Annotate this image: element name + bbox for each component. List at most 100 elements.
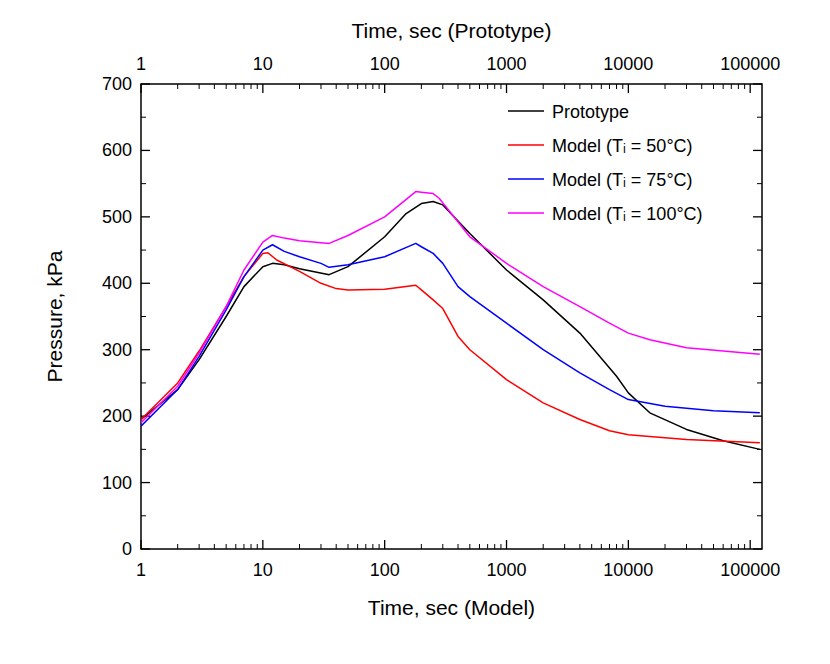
x-minor-tick [665, 544, 666, 549]
x2-tick-label: 10 [253, 54, 273, 74]
y-tick-right [753, 548, 762, 549]
series-line [141, 202, 760, 450]
x-minor-tick [601, 544, 602, 549]
x2-minor-tick [665, 84, 666, 89]
x-minor-tick [744, 544, 745, 549]
x2-minor-tick [609, 84, 610, 89]
x-minor-tick [686, 544, 687, 549]
y-tick-label: 400 [102, 273, 132, 293]
y-tick-label: 500 [102, 207, 132, 227]
x2-minor-tick [372, 84, 373, 89]
x2-tick [506, 84, 507, 93]
x-axis-label: Time, sec (Model) [368, 596, 535, 619]
x-minor-tick [251, 544, 252, 549]
legend-swatch [508, 110, 544, 112]
y-minor-tick [141, 515, 146, 516]
x2-minor-tick [257, 84, 258, 89]
x2-tick [750, 84, 751, 93]
x-minor-tick [616, 544, 617, 549]
x-minor-tick [379, 544, 380, 549]
x2-minor-tick [622, 84, 623, 89]
x-minor-tick [214, 544, 215, 549]
x2-tick [262, 84, 263, 93]
x-minor-tick [738, 544, 739, 549]
x-minor-tick [458, 544, 459, 549]
y-tick [141, 283, 150, 284]
x-minor-tick [257, 544, 258, 549]
legend-swatch [508, 212, 544, 214]
x2-minor-tick [500, 84, 501, 89]
x-minor-tick [543, 544, 544, 549]
plot-frame [141, 84, 762, 549]
x2-tick-label: 100 [370, 54, 400, 74]
x-minor-tick [243, 544, 244, 549]
y-axis-label: Pressure, kPa [43, 250, 66, 382]
legend-label: Model (Tᵢ = 50°C) [552, 136, 693, 156]
y-tick-right [753, 283, 762, 284]
x2-minor-tick [601, 84, 602, 89]
x-minor-tick [365, 544, 366, 549]
x2-tick-label: 10000 [603, 54, 653, 74]
x-tick [262, 540, 263, 549]
legend-label: Prototype [552, 102, 629, 122]
x2-minor-tick [320, 84, 321, 89]
x2-axis-label: Time, sec (Prototype) [352, 19, 552, 42]
y-tick-label: 600 [102, 140, 132, 160]
y-tick-right [753, 216, 762, 217]
y-minor-tick [141, 316, 146, 317]
x2-minor-tick [365, 84, 366, 89]
y-tick-right [753, 349, 762, 350]
legend-swatch [508, 144, 544, 146]
x2-minor-tick [723, 84, 724, 89]
x-minor-tick [622, 544, 623, 549]
x-tick-label: 100000 [720, 560, 780, 580]
x2-minor-tick [336, 84, 337, 89]
legend: PrototypeModel (Tᵢ = 50°C)Model (Tᵢ = 75… [508, 102, 703, 224]
x2-minor-tick [235, 84, 236, 89]
x-minor-tick [723, 544, 724, 549]
y-minor-tick-right [757, 183, 762, 184]
x-minor-tick [713, 544, 714, 549]
x-tick [140, 540, 141, 549]
y-tick [141, 349, 150, 350]
y-minor-tick-right [757, 117, 762, 118]
y-minor-tick-right [757, 250, 762, 251]
x-minor-tick [564, 544, 565, 549]
x-minor-tick [226, 544, 227, 549]
x2-minor-tick [199, 84, 200, 89]
x2-minor-tick [379, 84, 380, 89]
legend-label: Model (Tᵢ = 100°C) [552, 204, 703, 224]
x-minor-tick [731, 544, 732, 549]
x2-minor-tick [616, 84, 617, 89]
x-minor-tick [421, 544, 422, 549]
y-tick-right [753, 482, 762, 483]
x-tick-label: 1000 [486, 560, 526, 580]
x-tick-label: 10000 [603, 560, 653, 580]
x2-minor-tick [226, 84, 227, 89]
chart: 1110101001001000100010000100001000001000… [0, 0, 830, 664]
x-minor-tick [494, 544, 495, 549]
y-minor-tick [141, 449, 146, 450]
x2-tick-label: 100000 [720, 54, 780, 74]
x-minor-tick [320, 544, 321, 549]
series-group [141, 192, 760, 450]
y-tick [141, 548, 150, 549]
y-tick-label: 700 [102, 74, 132, 94]
y-minor-tick [141, 250, 146, 251]
y-minor-tick [141, 117, 146, 118]
x-tick-label: 1 [136, 560, 146, 580]
x2-minor-tick [458, 84, 459, 89]
x-minor-tick [336, 544, 337, 549]
y-minor-tick-right [757, 382, 762, 383]
x2-minor-tick [713, 84, 714, 89]
series-line [141, 253, 760, 443]
x2-minor-tick [701, 84, 702, 89]
y-tick [141, 150, 150, 151]
x-tick [750, 540, 751, 549]
x-tick [628, 540, 629, 549]
series-line [141, 192, 760, 423]
x2-minor-tick [348, 84, 349, 89]
series-line [141, 243, 760, 426]
x-minor-tick [442, 544, 443, 549]
x2-minor-tick [487, 84, 488, 89]
